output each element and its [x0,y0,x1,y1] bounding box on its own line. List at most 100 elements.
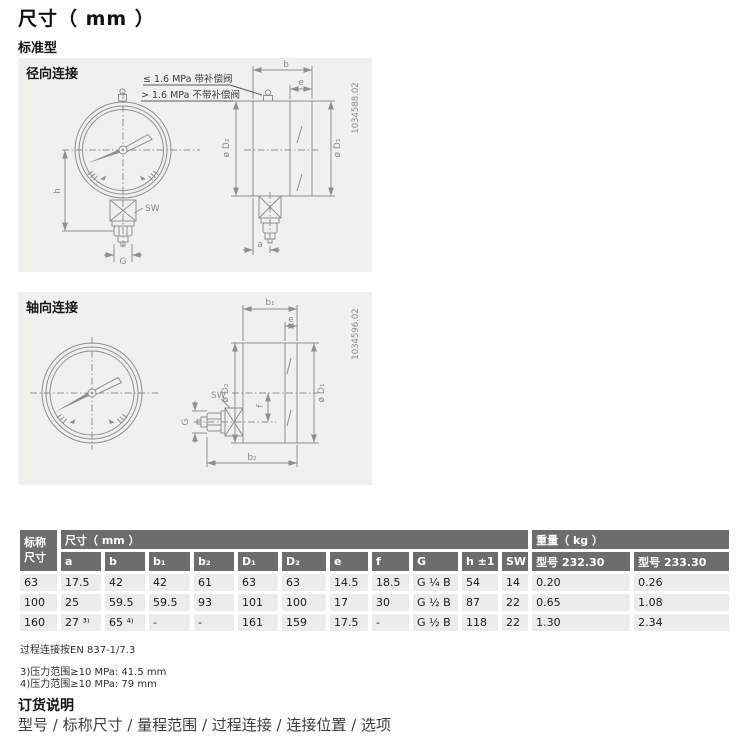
dim-label-sw: SW [145,204,160,214]
cell: 17 [330,594,368,611]
col-header-a: a [61,552,101,571]
axial-gauge-front-view [30,337,158,450]
cell: 27 ³⁾ [61,614,101,631]
cell: 25 [61,594,101,611]
cell: 61 [194,574,234,591]
cell: 159 [282,614,326,631]
cell: 0.26 [634,574,730,591]
dim-label-f: f [256,404,266,408]
cell: G ½ B [413,594,458,611]
page-title: 尺寸（ mm ） [18,8,155,30]
cell: 42 [105,574,145,591]
col-header-b: b [105,552,145,571]
radial-front-dimensions [62,150,144,262]
annotation-compensation-valve: ≤ 1.6 MPa 带补偿阀 [143,73,232,85]
cell: 1.08 [634,594,730,611]
cell: 101 [238,594,278,611]
col-header-sw: SW [502,552,529,571]
radial-gauge-front-view [62,88,200,248]
cell: 100 [282,594,326,611]
cell: 22 [502,614,529,631]
dim-label-b1: b₁ [265,298,275,308]
cell: - [194,614,234,631]
cell: 160 [20,614,57,631]
table-group-header-row: 标称 尺寸 尺寸（ mm ） 重量（ kg ） [20,530,730,571]
col-header-b1: b₁ [149,552,190,571]
dimensions-table: 标称 尺寸 尺寸（ mm ） 重量（ kg ） a b b₁ b₂ D₁ D₂ … [16,527,733,634]
cell: 0.65 [532,594,631,611]
cell: G ½ B [413,614,458,631]
col-header-e: e [330,552,368,571]
cell: 63 [282,574,326,591]
group-header-dimensions: 尺寸（ mm ） [61,530,529,549]
axial-side-dimensions [192,305,319,467]
dim-label-d2: ø D₂ [222,138,232,157]
cell: G ¼ B [413,574,458,591]
cell: 14.5 [330,574,368,591]
cell: - [149,614,190,631]
radial-connection-panel: 径向连接 [18,58,372,272]
cell: 54 [462,574,498,591]
dim-label-g: G [181,418,191,425]
col-header-f: f [372,552,409,571]
axial-connection-drawing: b₁ e ø D₂ ø D₁ SW G f b₂ 1034596.02 [30,298,361,467]
cell: 100 [20,594,57,611]
dim-label-d1: ø D₁ [333,138,343,157]
radial-connection-drawing: h SW G [53,60,361,267]
radial-side-dimensions [141,66,335,255]
axial-connection-panel: 轴向连接 [18,292,372,485]
col-header-d2: D₂ [282,552,326,571]
cell: 161 [238,614,278,631]
col-header-g: G [413,552,458,571]
axial-connection-title: 轴向连接 [26,301,79,316]
cell: 65 ⁴⁾ [105,614,145,631]
group-header-weight: 重量（ kg ） [532,530,730,549]
note-process-connection: 过程连接按EN 837-1/7.3 [20,645,136,656]
col-header-b2: b₂ [194,552,234,571]
dim-label-e: e [288,315,294,325]
cell: 93 [194,594,234,611]
col-header-d1: D₁ [238,552,278,571]
dim-label-sw: SW [211,391,226,401]
cell: 17.5 [61,574,101,591]
ordering-info-line: 型号 / 标称尺寸 / 量程范围 / 过程连接 / 连接位置 / 选项 [18,716,391,734]
dim-label-b2: b₂ [247,453,257,463]
table-row: 160 27 ³⁾ 65 ⁴⁾ - - 161 159 17.5 - G ½ B… [20,614,730,631]
table-row: 63 17.5 42 42 61 63 63 14.5 18.5 G ¼ B 5… [20,574,730,591]
cell: 17.5 [330,614,368,631]
cell: 1.30 [532,614,631,631]
cell: 22 [502,594,529,611]
dim-label-e: e [298,78,304,88]
col-header-h: h ±1 [462,552,498,571]
cell: 87 [462,594,498,611]
standard-type-heading: 标准型 [18,41,58,56]
table-column-header-row: a b b₁ b₂ D₁ D₂ e f G h ±1 SW 型号 232.30 … [20,552,730,571]
radial-connection-title: 径向连接 [26,67,79,82]
cell: 14 [502,574,529,591]
dim-label-a: a [257,240,263,250]
cell: 118 [462,614,498,631]
cell: 63 [238,574,278,591]
dim-label-g: G [120,257,127,267]
footnote-3: 3)压力范围≥10 MPa: 41.5 mm [20,667,167,678]
cell: 2.34 [634,614,730,631]
cell: 18.5 [372,574,409,591]
footnote-4: 4)压力范围≥10 MPa: 79 mm [20,679,157,690]
annotation-no-compensation-valve: > 1.6 MPa 不带补偿阀 [141,89,240,101]
drawing-number: 1034596.02 [351,308,361,359]
col-header-model-232-30: 型号 232.30 [532,552,631,571]
cell: 0.20 [532,574,631,591]
cell: 42 [149,574,190,591]
cell: 30 [372,594,409,611]
dim-label-b: b [283,60,289,70]
radial-gauge-side-view [244,89,320,256]
cell: - [372,614,409,631]
drawing-number: 1034588.02 [351,82,361,133]
table-row: 100 25 59.5 59.5 93 101 100 17 30 G ½ B … [20,594,730,611]
dim-label-h: h [53,188,63,194]
cell: 63 [20,574,57,591]
cell: 59.5 [149,594,190,611]
cell: 59.5 [105,594,145,611]
ordering-info-heading: 订货说明 [18,698,74,714]
corner-header: 标称 尺寸 [20,530,57,571]
